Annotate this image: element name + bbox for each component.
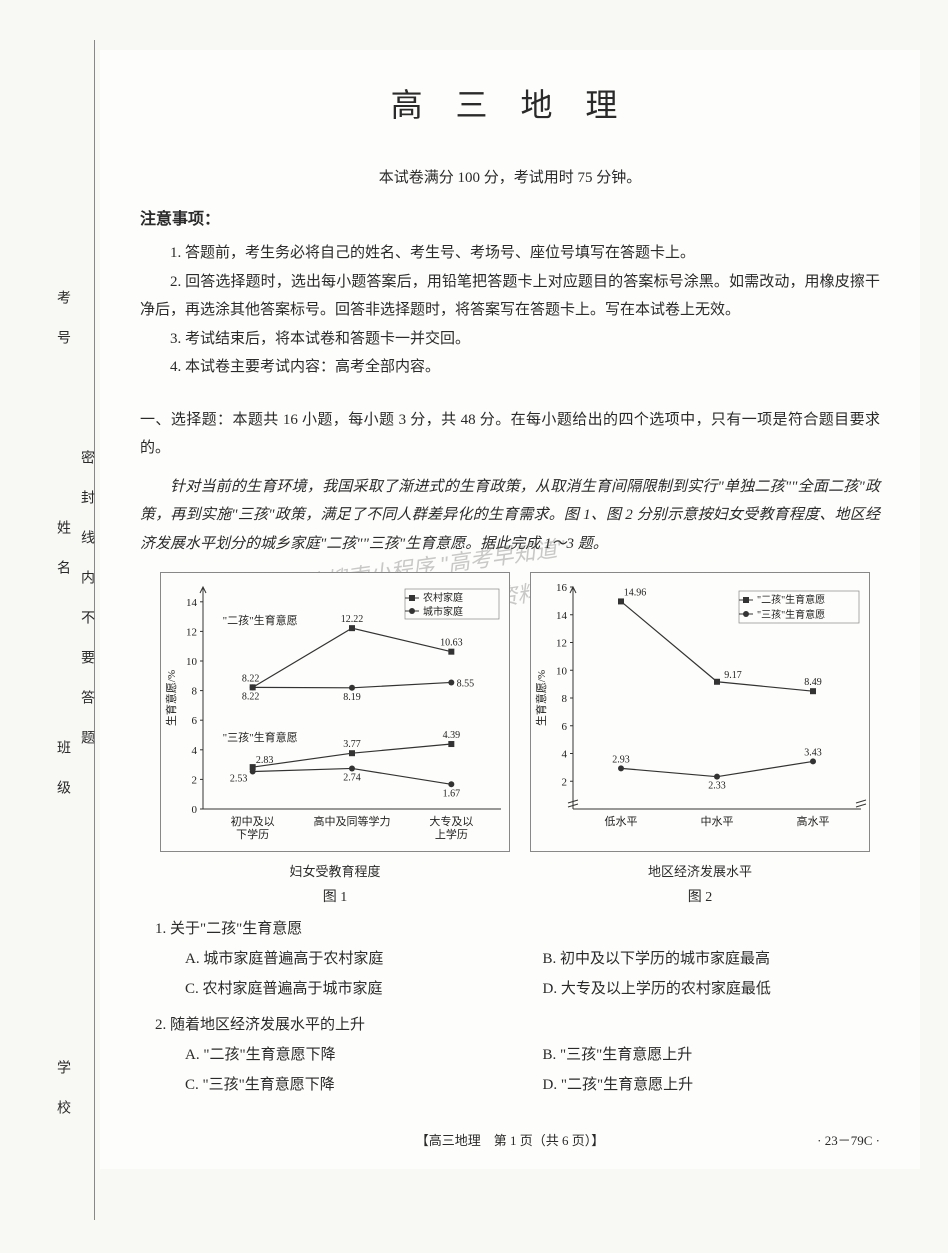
- svg-text:8: 8: [562, 693, 568, 705]
- svg-text:4.39: 4.39: [443, 730, 461, 741]
- svg-text:中水平: 中水平: [701, 815, 734, 828]
- chart-1-caption: 图 1: [160, 886, 510, 906]
- chart-1-svg: 0 2 4 6 8 10 12 14 生育意愿/% 初中及以下学历 高中及同等学力 大专及以上学历 8.…: [160, 572, 510, 852]
- svg-text:14.96: 14.96: [624, 587, 647, 598]
- questions-block: 1. 关于"二孩"生育意愿A. 城市家庭普遍高于农村家庭 B. 初中及以下学历的城…: [140, 914, 880, 1100]
- side-labels-outer: 班级: [48, 740, 72, 820]
- svg-text:14: 14: [186, 597, 198, 609]
- svg-text:2.53: 2.53: [230, 774, 248, 785]
- svg-text:2.83: 2.83: [256, 755, 274, 766]
- svg-text:12: 12: [556, 638, 567, 650]
- question: 2. 随着地区经济发展水平的上升A. "二孩"生育意愿下降 B. "三孩"生育意愿…: [140, 1010, 880, 1100]
- question: 1. 关于"二孩"生育意愿A. 城市家庭普遍高于农村家庭 B. 初中及以下学历的城…: [140, 914, 880, 1004]
- page-title: 高 三 地 理: [140, 80, 880, 126]
- svg-text:8: 8: [192, 686, 198, 698]
- page-content: 高 三 地 理 本试卷满分 100 分，考试用时 75 分钟。 注意事项： 1.…: [100, 50, 920, 1169]
- footer-text: 【高三地理 第 1 页（共 6 页）】: [416, 1133, 605, 1148]
- svg-text:1.67: 1.67: [443, 788, 461, 799]
- svg-text:6: 6: [562, 721, 568, 733]
- footer-code: · 23－79C ·: [817, 1130, 880, 1149]
- svg-text:"三孩"生育意愿: "三孩"生育意愿: [223, 730, 298, 744]
- svg-text:城市家庭: 城市家庭: [423, 605, 463, 618]
- svg-text:12.22: 12.22: [341, 614, 364, 625]
- svg-text:上学历: 上学历: [435, 827, 468, 841]
- side-labels-outer: 学校: [48, 1060, 72, 1140]
- svg-text:4: 4: [562, 749, 568, 761]
- page-footer: 【高三地理 第 1 页（共 6 页）】 · 23－79C ·: [140, 1130, 880, 1149]
- option: B. "三孩"生育意愿上升: [543, 1040, 881, 1070]
- option: D. 大专及以上学历的农村家庭最低: [543, 974, 881, 1004]
- svg-text:高中及同等学力: 高中及同等学力: [314, 814, 391, 828]
- notice-item: 2. 回答选择题时，选出每小题答案后，用铅笔把答题卡上对应题目的答案标号涂黑。如…: [140, 268, 880, 325]
- chart-2-caption: 图 2: [530, 886, 870, 906]
- svg-text:8.49: 8.49: [804, 677, 822, 688]
- chart-2-svg: 2 4 6 8 10 12 14 16 生育意愿/% 低水平 中水平 高水平 14.96 9.17 8.49…: [530, 572, 870, 852]
- exam-info: 本试卷满分 100 分，考试用时 75 分钟。: [140, 166, 880, 187]
- section-heading: 一、选择题：本题共 16 小题，每小题 3 分，共 48 分。在每小题给出的四个…: [140, 406, 880, 463]
- options-grid: A. "二孩"生育意愿下降 B. "三孩"生育意愿上升 C. "三孩"生育意愿下降 D…: [185, 1040, 880, 1100]
- option: A. "二孩"生育意愿下降: [185, 1040, 523, 1070]
- svg-text:农村家庭: 农村家庭: [423, 591, 463, 604]
- svg-text:"三孩"生育意愿: "三孩"生育意愿: [757, 608, 825, 621]
- svg-text:0: 0: [192, 804, 198, 816]
- question-stem: 1. 关于"二孩"生育意愿: [140, 914, 880, 944]
- options-grid: A. 城市家庭普遍高于农村家庭 B. 初中及以下学历的城市家庭最高 C. 农村家庭普…: [185, 944, 880, 1004]
- svg-text:8.55: 8.55: [457, 678, 475, 689]
- svg-text:"二孩"生育意愿: "二孩"生育意愿: [757, 593, 825, 606]
- option: D. "二孩"生育意愿上升: [543, 1070, 881, 1100]
- side-labels-outer: 姓名: [48, 520, 72, 600]
- option: A. 城市家庭普遍高于农村家庭: [185, 944, 523, 974]
- side-labels-inner: 密封线内不要答题: [72, 450, 96, 770]
- svg-text:2.33: 2.33: [708, 781, 726, 792]
- svg-text:10: 10: [556, 665, 568, 677]
- svg-text:初中及以: 初中及以: [231, 814, 275, 828]
- svg-text:9.17: 9.17: [724, 670, 742, 681]
- chart-2-xlabel: 地区经济发展水平: [530, 861, 870, 880]
- svg-text:2.93: 2.93: [612, 754, 630, 765]
- svg-text:10: 10: [186, 656, 198, 668]
- svg-text:14: 14: [556, 610, 568, 622]
- charts-row: 0 2 4 6 8 10 12 14 生育意愿/% 初中及以下学历 高中及同等学力 大专及以上学历 8.…: [160, 572, 880, 906]
- svg-text:12: 12: [186, 626, 197, 638]
- svg-text:10.63: 10.63: [440, 638, 463, 649]
- svg-text:16: 16: [556, 582, 568, 594]
- svg-text:生育意愿/%: 生育意愿/%: [534, 670, 548, 726]
- option: B. 初中及以下学历的城市家庭最高: [543, 944, 881, 974]
- svg-text:高水平: 高水平: [797, 814, 830, 828]
- chart-1-xlabel: 妇女受教育程度: [160, 861, 510, 880]
- question-context: 针对当前的生育环境，我国采取了渐进式的生育政策，从取消生育间隔限制到实行"单独二…: [140, 473, 880, 559]
- svg-text:6: 6: [192, 715, 198, 727]
- chart-2: 2 4 6 8 10 12 14 16 生育意愿/% 低水平 中水平 高水平 14.96 9.17 8.49…: [530, 572, 870, 906]
- svg-text:3.43: 3.43: [804, 747, 822, 758]
- svg-text:2.74: 2.74: [343, 772, 361, 783]
- svg-text:2: 2: [562, 776, 568, 788]
- question-stem: 2. 随着地区经济发展水平的上升: [140, 1010, 880, 1040]
- svg-text:8.22: 8.22: [242, 691, 260, 702]
- svg-text:4: 4: [192, 745, 198, 757]
- chart-1: 0 2 4 6 8 10 12 14 生育意愿/% 初中及以下学历 高中及同等学力 大专及以上学历 8.…: [160, 572, 510, 906]
- notice-item: 1. 答题前，考生务必将自己的姓名、考生号、考场号、座位号填写在答题卡上。: [140, 239, 880, 268]
- svg-text:3.77: 3.77: [343, 739, 361, 750]
- svg-text:生育意愿/%: 生育意愿/%: [164, 670, 178, 726]
- notice-item: 4. 本试卷主要考试内容：高考全部内容。: [140, 353, 880, 382]
- notice-item: 3. 考试结束后，将本试卷和答题卡一并交回。: [140, 325, 880, 354]
- svg-text:8.22: 8.22: [242, 673, 260, 684]
- svg-text:下学历: 下学历: [236, 827, 269, 841]
- option: C. "三孩"生育意愿下降: [185, 1070, 523, 1100]
- notice-heading: 注意事项：: [140, 205, 880, 229]
- svg-text:8.19: 8.19: [343, 692, 361, 703]
- svg-text:大专及以: 大专及以: [429, 814, 473, 828]
- option: C. 农村家庭普遍高于城市家庭: [185, 974, 523, 1004]
- svg-text:2: 2: [192, 774, 198, 786]
- svg-text:"二孩"生育意愿: "二孩"生育意愿: [223, 613, 298, 627]
- side-labels-outer: 考号: [48, 290, 72, 370]
- svg-text:低水平: 低水平: [605, 815, 638, 828]
